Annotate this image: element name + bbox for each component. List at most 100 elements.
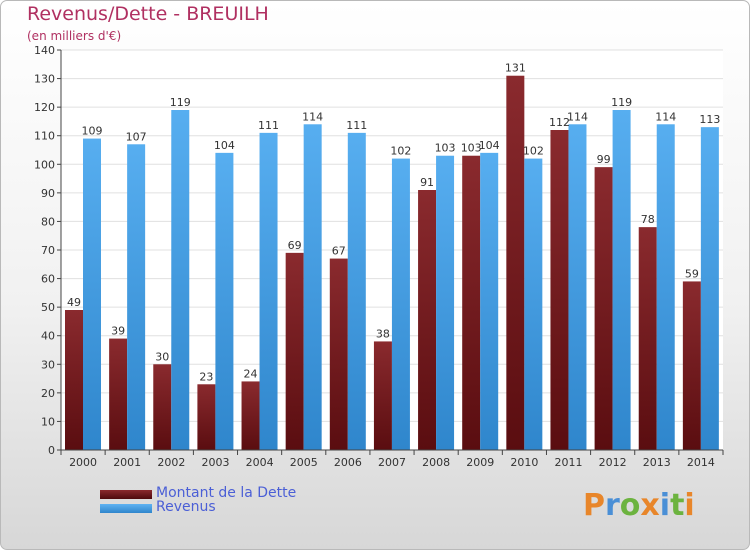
y-tick-label: 130 [34, 73, 55, 86]
data-label-debt-2009: 103 [461, 142, 482, 155]
bar-debt-2006 [329, 258, 348, 450]
bar-revenue-2001 [127, 144, 146, 451]
data-label-revenue-2009: 104 [479, 139, 500, 152]
legend-swatch-revenue [100, 504, 152, 513]
bar-revenue-2011 [568, 124, 587, 451]
data-label-revenue-2003: 104 [214, 139, 235, 152]
bar-revenue-2013 [656, 124, 675, 451]
chart-title: Revenus/Dette - BREUILH [27, 3, 269, 25]
x-tick-label: 2005 [290, 456, 318, 469]
data-label-revenue-2013: 114 [655, 110, 676, 123]
bar-revenue-2007 [391, 158, 410, 451]
bar-revenue-2000 [83, 138, 101, 451]
bar-revenue-2008 [436, 155, 455, 450]
bar-debt-2014 [682, 281, 701, 450]
data-label-debt-2000: 49 [67, 296, 81, 309]
x-tick-label: 2004 [246, 456, 274, 469]
data-label-revenue-2014: 113 [699, 113, 720, 126]
bar-revenue-2002 [171, 110, 190, 450]
data-label-debt-2014: 59 [685, 267, 699, 280]
x-tick-label: 2010 [510, 456, 538, 469]
data-label-revenue-2012: 119 [611, 96, 632, 109]
bar-revenue-2006 [347, 132, 366, 450]
y-tick-label: 30 [41, 358, 55, 371]
bar-debt-2010 [506, 75, 525, 450]
legend-label-revenue: Revenus [156, 499, 216, 515]
bar-revenue-2005 [303, 124, 322, 451]
axes: 0 10 20 30 40 50 60 70 80 90 100 110 120 130 140 2000 20… [34, 44, 724, 469]
legend-label-debt: Montant de la Dette [156, 485, 297, 501]
bar-debt-2011 [550, 130, 569, 450]
logo-letter: r [605, 488, 620, 523]
x-tick-label: 2001 [113, 456, 141, 469]
logo-letter: i [659, 488, 671, 523]
x-tick-label: 2007 [378, 456, 406, 469]
data-label-debt-2010: 131 [505, 62, 526, 75]
data-label-debt-2004: 24 [244, 367, 258, 380]
data-label-revenue-2011: 114 [567, 110, 588, 123]
legend-swatch-debt [100, 490, 152, 499]
y-tick-label: 140 [34, 44, 55, 57]
proxiti-logo: Proxiti [583, 488, 695, 523]
data-label-revenue-2004: 111 [258, 119, 279, 132]
y-tick-label: 100 [34, 158, 55, 171]
data-label-revenue-2002: 119 [170, 96, 191, 109]
chart-subtitle: (en milliers d'€) [27, 29, 122, 43]
bar-revenue-2010 [524, 158, 543, 451]
y-tick-label: 50 [41, 301, 55, 314]
y-tick-label: 80 [41, 215, 55, 228]
bar-debt-2002 [153, 364, 172, 450]
x-tick-label: 2011 [555, 456, 583, 469]
data-label-debt-2008: 91 [420, 176, 434, 189]
x-tick-label: 2003 [201, 456, 229, 469]
y-tick-label: 110 [34, 130, 55, 143]
bar-revenue-2004 [259, 132, 278, 450]
y-tick-label: 120 [34, 101, 55, 114]
bar-debt-2001 [109, 338, 128, 450]
y-tick-label: 40 [41, 330, 55, 343]
bar-debt-2003 [197, 384, 216, 450]
logo-letter: x [640, 488, 660, 523]
x-tick-label: 2012 [599, 456, 627, 469]
data-label-debt-2013: 78 [641, 213, 655, 226]
logo-letter: o [619, 488, 641, 523]
data-label-debt-2003: 23 [199, 370, 213, 383]
x-tick-label: 2000 [69, 456, 97, 469]
data-label-debt-2001: 39 [111, 325, 125, 338]
data-label-revenue-2006: 111 [346, 119, 367, 132]
logo-letter: t [670, 488, 685, 523]
data-label-revenue-2005: 114 [302, 110, 323, 123]
data-labels: 49 109 39 107 30 119 23 104 24 111 69 114 67 111 38 102… [67, 62, 720, 384]
bar-revenue-2003 [215, 152, 234, 450]
x-tick-label: 2008 [422, 456, 450, 469]
bar-debt-2000 [65, 310, 83, 450]
y-tick-label: 90 [41, 187, 55, 200]
y-tick-label: 70 [41, 244, 55, 257]
x-tick-label: 2002 [157, 456, 185, 469]
x-tick-label: 2014 [687, 456, 715, 469]
data-label-debt-2007: 38 [376, 327, 390, 340]
data-label-debt-2006: 67 [332, 245, 346, 258]
data-label-debt-2011: 112 [549, 116, 570, 129]
bar-debt-2009 [462, 155, 481, 450]
x-tick-label: 2009 [466, 456, 494, 469]
data-label-debt-2012: 99 [597, 153, 611, 166]
bar-debt-2005 [285, 252, 304, 450]
bar-revenue-2012 [612, 110, 631, 450]
bar-debt-2012 [594, 167, 613, 450]
data-label-revenue-2000: 109 [82, 125, 103, 138]
logo-letter: i [684, 488, 695, 523]
bar-debt-2007 [373, 341, 392, 450]
bar-debt-2004 [241, 381, 260, 450]
data-label-revenue-2010: 102 [523, 145, 544, 158]
data-label-debt-2002: 30 [155, 350, 169, 363]
data-label-revenue-2001: 107 [126, 130, 147, 143]
y-tick-label: 60 [41, 273, 55, 286]
data-label-revenue-2008: 103 [435, 142, 456, 155]
logo-letter: P [583, 488, 605, 523]
bar-revenue-2009 [480, 152, 499, 450]
y-tick-label: 0 [48, 444, 55, 457]
data-label-debt-2005: 69 [288, 239, 302, 252]
bar-debt-2008 [418, 190, 437, 450]
